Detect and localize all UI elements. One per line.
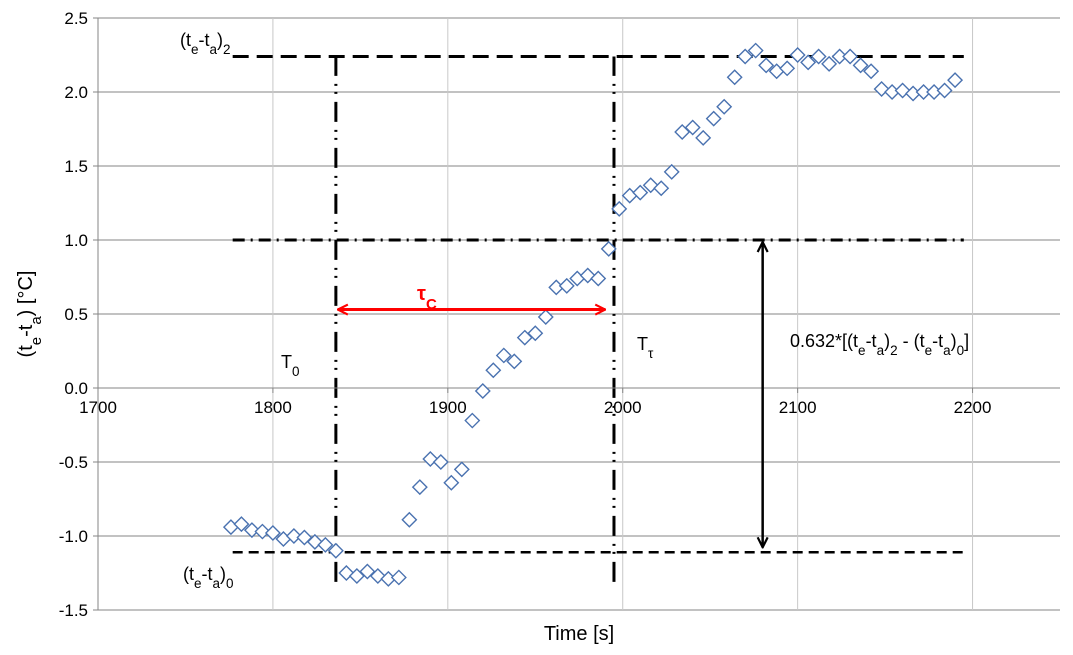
data-point — [254, 523, 271, 540]
data-point — [611, 200, 628, 217]
data-point — [936, 82, 953, 99]
y-tick-label: 2.5 — [64, 9, 88, 28]
data-point — [716, 98, 733, 115]
upper-level-label: (te-ta)2 — [180, 30, 231, 57]
data-point — [810, 48, 827, 65]
x-tick-label: 2200 — [954, 398, 992, 417]
x-axis-title: Time [s] — [544, 623, 614, 645]
data-point — [590, 270, 607, 287]
data-point — [842, 48, 859, 65]
lower-level-label: (te-ta)0 — [183, 564, 234, 591]
data-point — [327, 542, 344, 559]
x-tick-label: 1900 — [429, 398, 467, 417]
data-point — [243, 522, 260, 539]
y-tick-label: 2.0 — [64, 83, 88, 102]
y-axis-title: (te-ta) [°C] — [15, 271, 45, 358]
data-point — [443, 474, 460, 491]
data-point — [863, 63, 880, 80]
data-point — [233, 516, 250, 533]
y-tick-label: 0.0 — [64, 379, 88, 398]
x-tick-label: 1800 — [254, 398, 292, 417]
data-points — [222, 42, 964, 587]
data-point — [537, 308, 554, 325]
data-point — [317, 536, 334, 553]
y-tick-label: -1.5 — [59, 601, 88, 620]
data-point — [737, 48, 754, 65]
data-point — [264, 525, 281, 542]
data-point — [390, 569, 407, 586]
data-point — [705, 110, 722, 127]
data-point — [915, 84, 932, 100]
tau-c-label: τC — [417, 283, 437, 313]
y-tick-label: 1.0 — [64, 231, 88, 250]
amplitude-label: 0.632*[(te-ta)2 - (te-ta)0] — [790, 331, 969, 358]
data-point — [758, 57, 775, 74]
t0-label: T0 — [281, 352, 300, 379]
x-tick-label: 2100 — [779, 398, 817, 417]
data-point — [495, 347, 512, 364]
data-point — [453, 461, 470, 478]
labels: (te-ta)2 (te-ta)0 T0 Tτ τC 0.632*[(te-ta)2 - … — [180, 30, 969, 591]
data-point — [852, 57, 869, 74]
y-tick-label: 1.5 — [64, 157, 88, 176]
y-tick-label: -1.0 — [59, 527, 88, 546]
reference-lines — [232, 54, 964, 582]
data-point — [684, 119, 701, 136]
data-point — [485, 362, 502, 379]
data-point — [653, 180, 670, 197]
x-tick-label: 2000 — [604, 398, 642, 417]
data-point — [663, 163, 680, 180]
data-point — [411, 479, 428, 496]
data-point — [947, 72, 964, 89]
data-point — [600, 240, 617, 257]
data-point — [432, 454, 449, 470]
data-point — [821, 55, 838, 72]
data-point — [464, 412, 481, 429]
ttau-label: Tτ — [637, 334, 654, 361]
y-tick-label: -0.5 — [59, 453, 88, 472]
data-point — [831, 48, 848, 65]
data-point — [474, 382, 491, 399]
data-point — [695, 129, 712, 146]
axes: -1.5 -1.0 -0.5 0.0 0.5 1.0 1.5 2.0 2.5 1700 1800 19… — [15, 9, 1060, 645]
arrows — [338, 242, 763, 547]
data-point — [632, 184, 649, 201]
x-tick-label: 1700 — [79, 398, 117, 417]
data-point — [747, 42, 764, 59]
data-point — [800, 54, 817, 71]
data-point — [285, 528, 302, 544]
data-point — [779, 60, 796, 77]
data-point — [789, 47, 806, 63]
data-point — [506, 353, 523, 370]
data-point — [401, 511, 418, 528]
data-point — [527, 325, 544, 342]
data-point — [558, 277, 575, 294]
y-tick-label: 0.5 — [64, 305, 88, 324]
data-point — [726, 69, 743, 86]
